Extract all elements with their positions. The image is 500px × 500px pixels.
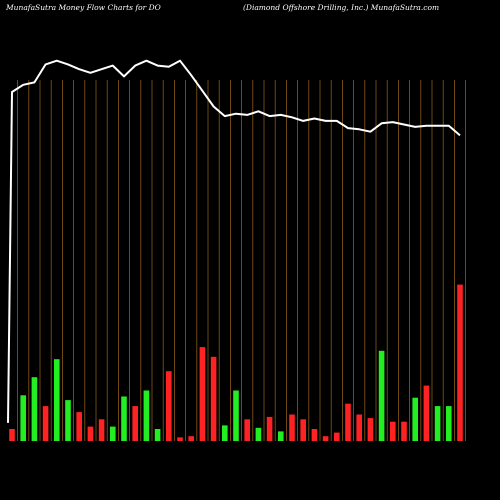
bar bbox=[54, 359, 60, 441]
bar bbox=[87, 426, 94, 441]
bar bbox=[278, 431, 284, 441]
bar bbox=[31, 377, 38, 441]
grid-layer bbox=[17, 80, 467, 441]
bar bbox=[199, 347, 206, 441]
bar bbox=[345, 403, 351, 441]
bar bbox=[423, 385, 430, 441]
bar bbox=[334, 432, 340, 441]
money-flow-line bbox=[7, 59, 461, 423]
bar bbox=[356, 414, 362, 441]
bar bbox=[378, 350, 385, 442]
bar bbox=[322, 436, 329, 441]
bar bbox=[121, 396, 127, 441]
bar bbox=[188, 436, 194, 441]
bar bbox=[390, 421, 396, 441]
bar bbox=[20, 395, 26, 441]
bar bbox=[110, 426, 116, 441]
bar bbox=[210, 356, 217, 441]
bar bbox=[132, 406, 138, 441]
bar bbox=[401, 421, 407, 441]
bar bbox=[76, 412, 82, 441]
bar bbox=[42, 406, 49, 441]
bar bbox=[367, 418, 374, 441]
bar bbox=[311, 429, 318, 441]
line-layer bbox=[7, 59, 461, 423]
bar bbox=[177, 437, 183, 441]
bar bbox=[255, 427, 262, 441]
bar bbox=[65, 400, 71, 441]
chart-title: MunafaSutra Money Flow Charts for DO bbox=[6, 3, 161, 12]
bar bbox=[222, 425, 228, 441]
bar bbox=[154, 429, 161, 441]
bar-layer bbox=[9, 284, 463, 442]
bar bbox=[289, 414, 295, 441]
bar bbox=[143, 390, 150, 441]
bar bbox=[412, 397, 418, 441]
bar bbox=[300, 419, 306, 441]
bar bbox=[98, 419, 105, 441]
bar bbox=[244, 419, 250, 441]
chart-subtitle: (Diamond Offshore Drilling, Inc.) Munafa… bbox=[243, 3, 440, 12]
bar bbox=[457, 284, 463, 441]
bar bbox=[166, 371, 172, 441]
bar bbox=[434, 406, 441, 441]
bar bbox=[233, 390, 239, 441]
bar bbox=[266, 416, 273, 441]
bar bbox=[9, 429, 15, 441]
bar bbox=[446, 406, 452, 441]
